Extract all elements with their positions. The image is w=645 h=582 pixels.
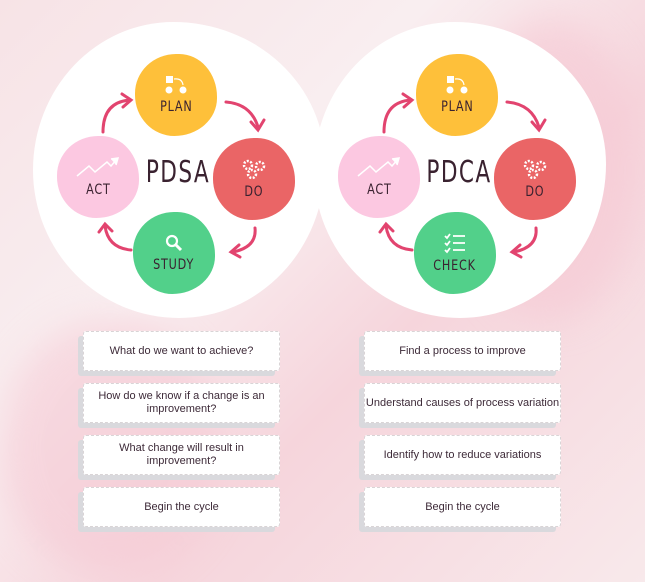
- do-node: DO: [494, 138, 576, 220]
- study-node: STUDY: [133, 212, 215, 294]
- arrow-plan-to-do: [505, 100, 541, 129]
- arrow-check-to-act: [384, 224, 414, 252]
- gears-icon: [242, 159, 266, 180]
- arrow-act-to-plan: [101, 98, 132, 134]
- pdca-step-box: Find a process to improve: [364, 331, 561, 371]
- pdsa-step-box: What change will result in improvement?: [83, 435, 280, 475]
- do-node: DO: [213, 138, 295, 220]
- plan-node: PLAN: [135, 54, 217, 136]
- pdca-step-box: Identify how to reduce variations: [364, 435, 561, 475]
- checklist-icon: [444, 233, 465, 254]
- plan-node: PLAN: [416, 54, 498, 136]
- study-label: STUDY: [153, 257, 195, 273]
- act-label: ACT: [366, 182, 392, 198]
- arrow-study-to-act: [103, 224, 133, 252]
- pdca-step-box: Begin the cycle: [364, 487, 561, 527]
- arrow-do-to-study: [231, 226, 257, 254]
- act-label: ACT: [85, 182, 111, 198]
- trend-up-icon: [357, 157, 401, 177]
- trend-up-icon: [76, 157, 120, 177]
- pdsa-step-box: How do we know if a change is an improve…: [83, 383, 280, 423]
- shapes-flow-icon: [446, 76, 468, 94]
- pdsa-step-box: What do we want to achieve?: [83, 331, 280, 371]
- pdsa-title: PDSA: [145, 155, 211, 190]
- cycle-arrows: [378, 92, 547, 259]
- magnifier-icon: [165, 234, 183, 252]
- pdca-cycle-diagram: PLAN DO CHECK ACT PDCA: [314, 22, 614, 322]
- plan-label: PLAN: [440, 99, 474, 115]
- pdsa-step-box: Begin the cycle: [83, 487, 280, 527]
- pdca-title: PDCA: [426, 155, 492, 190]
- pdca-step-box: Understand causes of process variation: [364, 383, 561, 423]
- act-node: ACT: [338, 136, 420, 218]
- act-node: ACT: [57, 136, 139, 218]
- pdsa-cycle-diagram: PLAN DO STUDY ACT PDSA: [33, 22, 333, 322]
- gears-icon: [523, 159, 547, 180]
- check-node: CHECK: [414, 212, 496, 294]
- arrow-plan-to-do: [224, 100, 260, 129]
- shapes-flow-icon: [165, 76, 187, 94]
- cycle-arrows: [97, 92, 266, 259]
- arrow-do-to-check: [512, 226, 538, 254]
- check-label: CHECK: [433, 258, 477, 274]
- do-label: DO: [244, 184, 264, 200]
- do-label: DO: [525, 184, 545, 200]
- arrow-act-to-plan: [382, 98, 413, 134]
- plan-label: PLAN: [159, 99, 193, 115]
